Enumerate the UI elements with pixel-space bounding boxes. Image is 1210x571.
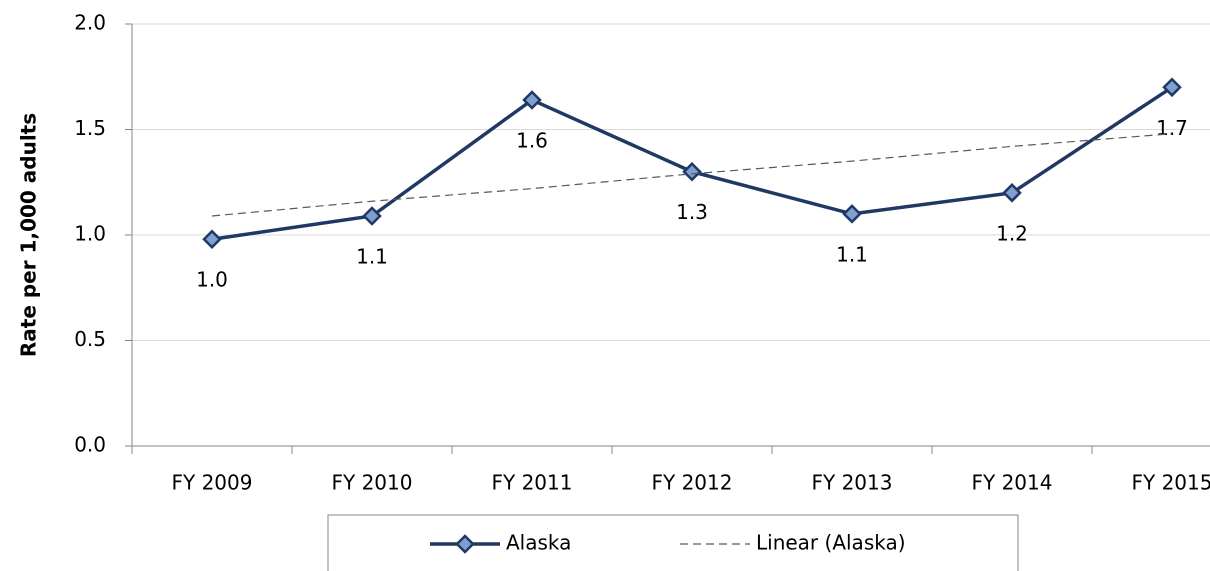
y-tick-label: 1.5 [74, 116, 106, 140]
x-tick-label: FY 2015 [1132, 471, 1210, 495]
x-tick-label: FY 2009 [172, 471, 253, 495]
legend-label: Linear (Alaska) [756, 531, 906, 555]
y-tick-label: 2.0 [74, 11, 106, 35]
data-label: 1.1 [836, 242, 868, 266]
x-tick-label: FY 2012 [652, 471, 733, 495]
marker [842, 204, 862, 224]
x-tick-label: FY 2014 [972, 471, 1053, 495]
y-tick-label: 0.5 [74, 327, 106, 351]
x-tick-label: FY 2011 [492, 471, 573, 495]
trend-line [211, 133, 1173, 217]
legend-marker [455, 534, 475, 554]
data-label: 1.7 [1156, 116, 1188, 140]
data-label: 1.3 [676, 200, 708, 224]
marker [362, 206, 382, 226]
x-tick-label: FY 2010 [332, 471, 413, 495]
x-tick-label: FY 2013 [812, 471, 893, 495]
y-tick-label: 1.0 [74, 222, 106, 246]
data-label: 1.1 [356, 245, 388, 269]
marker [1162, 77, 1182, 98]
marker [1002, 183, 1022, 203]
legend-label: Alaska [506, 531, 571, 555]
marker [522, 90, 542, 110]
data-label: 1.0 [196, 268, 228, 292]
y-axis-title: Rate per 1,000 adults [17, 113, 41, 357]
marker [682, 161, 702, 182]
data-label: 1.6 [516, 128, 548, 152]
y-tick-label: 0.0 [74, 433, 106, 457]
data-label: 1.2 [996, 221, 1028, 245]
marker [202, 229, 222, 249]
